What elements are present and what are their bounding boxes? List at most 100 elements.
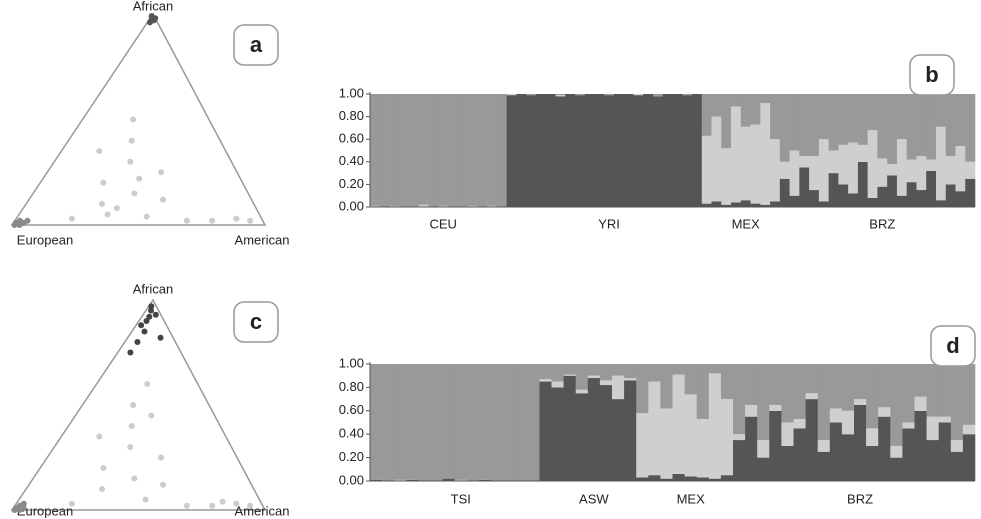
ancestry-segment xyxy=(890,457,903,481)
ancestry-segment xyxy=(817,364,831,441)
ancestry-segment xyxy=(760,94,771,104)
ancestry-segment xyxy=(496,94,507,207)
panel-label: d xyxy=(946,333,959,358)
point xyxy=(143,318,150,324)
ancestry-segment xyxy=(902,428,915,481)
ancestry-segment xyxy=(477,94,488,207)
ancestry-segment xyxy=(926,416,939,441)
point xyxy=(20,500,27,507)
ancestry-segment xyxy=(878,416,891,481)
ancestry-segment xyxy=(708,478,722,481)
point xyxy=(11,507,18,513)
ancestry-segment xyxy=(660,408,673,479)
x-tick-label: CEU xyxy=(429,216,456,231)
point xyxy=(127,158,134,165)
point xyxy=(141,328,148,335)
ancestry-segment xyxy=(487,205,498,207)
ancestry-segment xyxy=(467,94,478,206)
ancestry-segment xyxy=(793,364,806,419)
ancestry-segment xyxy=(394,479,407,481)
ancestry-segment xyxy=(781,422,794,446)
ancestry-segment xyxy=(648,381,661,476)
ancestry-segment xyxy=(867,94,878,131)
ancestry-segment xyxy=(370,479,383,481)
ancestry-segment xyxy=(841,410,855,435)
ancestry-segment xyxy=(760,103,771,205)
x-tick-label: MEX xyxy=(732,216,761,231)
y-tick-label: 0.20 xyxy=(339,176,364,191)
ancestry-segment xyxy=(781,364,794,423)
ancestry-segment xyxy=(506,94,517,96)
point xyxy=(24,217,31,224)
ancestry-segment xyxy=(945,156,956,185)
ancestry-segment xyxy=(672,364,685,375)
ancestry-segment xyxy=(878,407,891,417)
panel-label-box xyxy=(233,301,279,343)
ancestry-segment xyxy=(926,94,937,160)
ancestry-segment xyxy=(624,380,637,481)
ancestry-segment xyxy=(877,158,888,187)
x-tick-label: BRZ xyxy=(869,216,895,231)
ancestry-segment xyxy=(418,204,429,207)
vertex-label: African xyxy=(133,0,173,13)
ancestry-segment xyxy=(696,418,710,478)
ancestry-segment xyxy=(487,94,498,206)
ancestry-segment xyxy=(906,182,917,207)
ancestry-segment xyxy=(828,173,839,207)
ancestry-segment xyxy=(781,445,794,481)
ancestry-segment xyxy=(587,364,601,376)
ancestry-segment xyxy=(613,94,625,207)
point xyxy=(100,179,107,186)
ancestry-segment xyxy=(914,410,927,481)
ancestry-segment xyxy=(805,393,818,400)
ancestry-segment xyxy=(660,364,673,409)
ancestry-segment xyxy=(684,394,697,477)
ancestry-segment xyxy=(867,130,878,198)
ancestry-segment xyxy=(701,135,712,204)
ancestry-segment xyxy=(599,364,613,381)
ancestry-segment xyxy=(955,191,966,207)
ancestry-segment xyxy=(789,195,800,207)
point xyxy=(142,496,149,503)
ancestry-segment xyxy=(720,475,734,481)
ancestry-segment xyxy=(503,364,516,481)
ancestry-segment xyxy=(551,364,564,382)
ancestry-segment xyxy=(418,364,431,481)
ancestry-segment xyxy=(539,379,552,382)
point xyxy=(127,444,134,450)
x-tick-label: BRZ xyxy=(847,491,873,506)
ancestry-segment xyxy=(506,95,517,207)
ancestry-segment xyxy=(526,95,537,207)
ancestry-segment xyxy=(938,364,952,417)
ancestry-segment xyxy=(829,408,843,423)
ancestry-segment xyxy=(866,445,879,481)
ancestry-segment xyxy=(896,94,907,140)
ternary-triangle xyxy=(10,12,267,226)
ancestry-segment xyxy=(574,94,585,96)
point xyxy=(158,169,165,176)
ancestry-segment xyxy=(935,94,947,127)
ancestry-segment xyxy=(866,428,879,446)
y-tick-label: 0.40 xyxy=(339,153,364,168)
point xyxy=(183,217,190,224)
ancestry-segment xyxy=(394,364,407,480)
ancestry-segment xyxy=(652,94,664,97)
ancestry-segment xyxy=(438,205,449,207)
ancestry-segment xyxy=(838,94,849,145)
ancestry-segment xyxy=(926,364,939,417)
point xyxy=(130,116,137,123)
panel-label: a xyxy=(250,32,263,57)
ancestry-segment xyxy=(428,94,439,207)
point xyxy=(96,433,103,440)
ancestry-segment xyxy=(535,94,546,207)
ancestry-segment xyxy=(587,375,601,379)
ancestry-segment xyxy=(624,378,637,381)
vertex-label: American xyxy=(235,503,290,518)
ancestry-segment xyxy=(887,175,898,207)
point xyxy=(209,502,216,509)
ancestry-segment xyxy=(945,94,956,157)
ancestry-segment xyxy=(467,205,478,207)
ancestry-segment xyxy=(389,94,400,206)
ancestry-segment xyxy=(442,364,455,479)
